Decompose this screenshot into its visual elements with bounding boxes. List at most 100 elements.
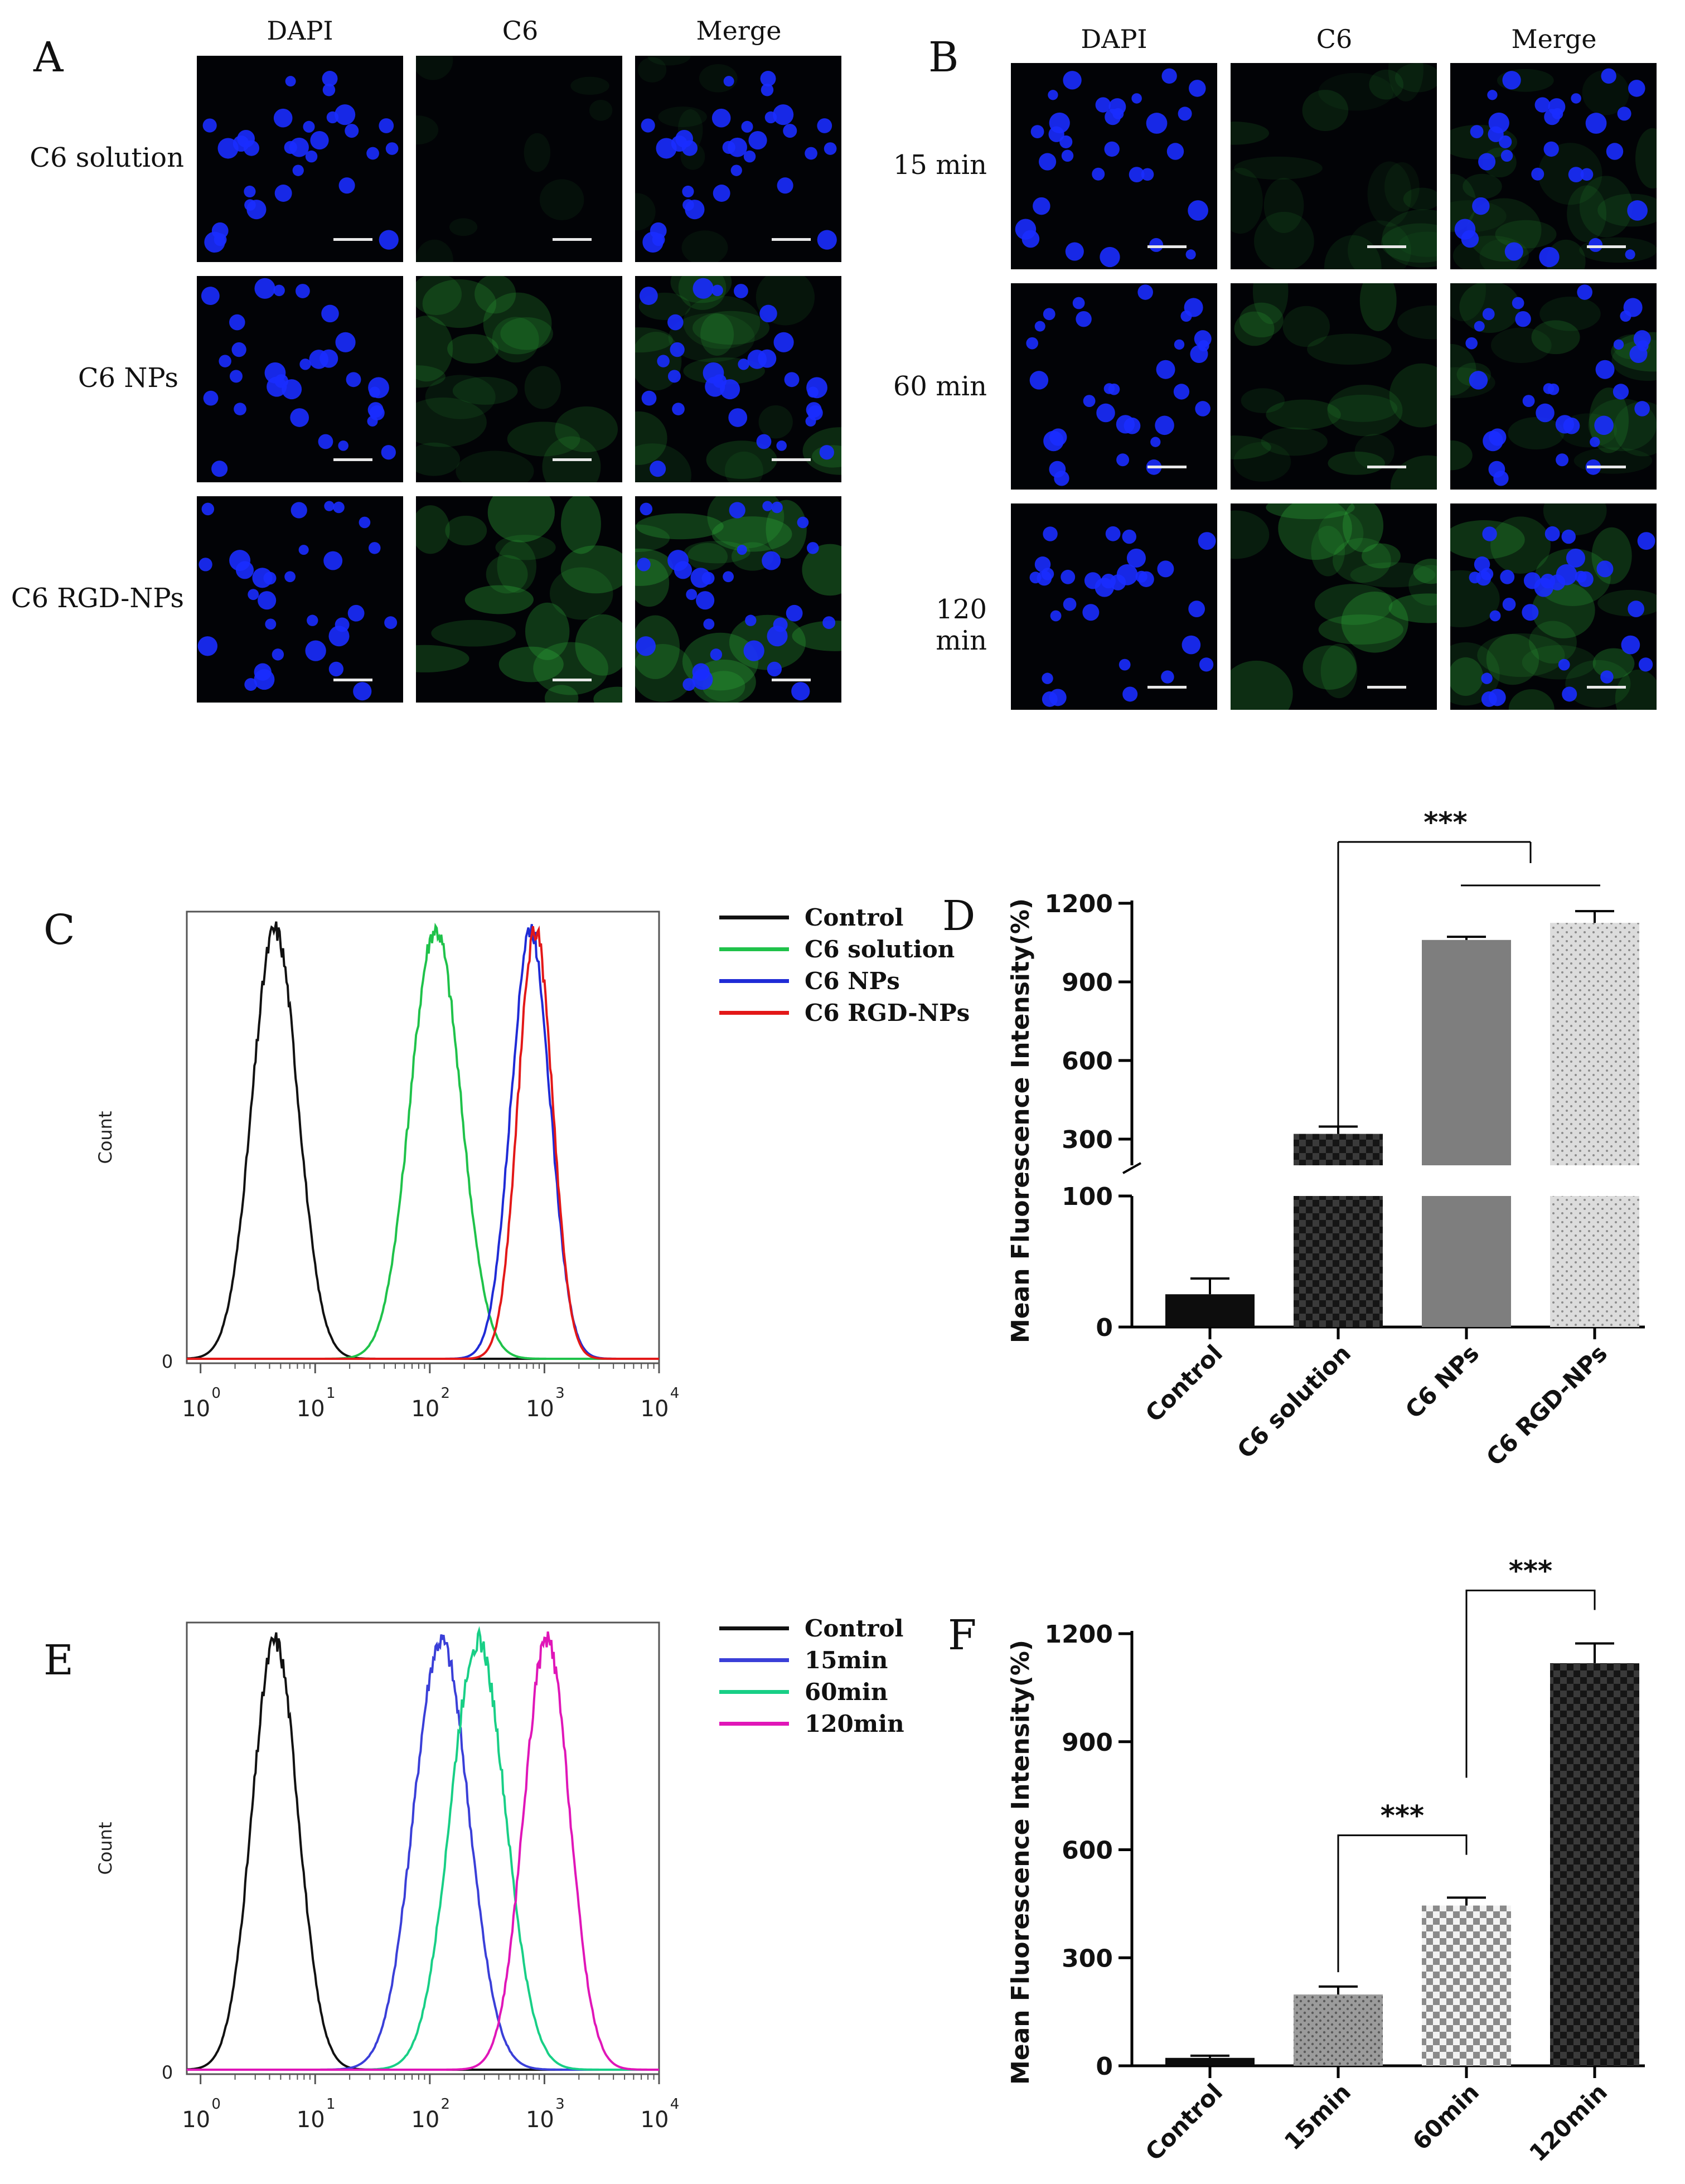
legend-swatch <box>719 1721 789 1726</box>
y-axis-label: Count <box>95 1111 116 1164</box>
bar <box>1294 1134 1383 1165</box>
panel-b-micrograph-dapi <box>1011 283 1217 490</box>
panel-a-micrograph-image <box>416 496 622 703</box>
panel-b-micrograph-image <box>1026 284 1212 486</box>
legend-entry: 120min <box>719 1710 904 1737</box>
histogram-series-line <box>187 1631 659 2071</box>
panel-b-micrograph-image <box>1029 526 1216 707</box>
panel-b-micrograph-image <box>1450 283 1657 486</box>
x-tick-label: 10 <box>526 2107 554 2133</box>
x-tick-exponent: 4 <box>670 1385 680 1402</box>
histogram-series-line <box>187 924 659 1360</box>
y-tick-label: 900 <box>1062 968 1113 997</box>
bar <box>1165 1294 1255 1327</box>
x-tick-exponent: 1 <box>326 2096 336 2113</box>
histogram-series-line <box>187 922 659 1360</box>
histogram-series-line <box>186 1632 659 2071</box>
x-tick-label: 10 <box>297 1396 325 1422</box>
panel-a-micrograph-image <box>635 496 841 703</box>
x-tick-exponent: 0 <box>211 1385 221 1402</box>
panel-b-micrograph-dapi <box>1011 63 1217 269</box>
x-tick-label: 10 <box>411 2107 439 2133</box>
legend-entry: C6 NPs <box>719 967 900 995</box>
scale-bar <box>772 458 811 461</box>
axis-break-mark <box>1122 1162 1141 1174</box>
scale-bar <box>333 679 372 681</box>
x-tick-label: 10 <box>411 1396 439 1422</box>
x-tick-label: Control <box>1140 2078 1228 2166</box>
y-axis-label: Mean Fluorescence Intensity(%) <box>1006 1640 1035 2085</box>
panel-b-micrograph-image <box>1450 503 1657 710</box>
y-tick-label: 900 <box>1062 1728 1113 1757</box>
legend-label: Control <box>805 1614 904 1642</box>
panel-a-micrograph-c6 <box>416 56 622 262</box>
panel-a-row-label: C6 RGD-NPs <box>11 583 184 614</box>
scale-bar <box>1147 686 1187 689</box>
panel-b-micrograph-dapi <box>1011 503 1217 710</box>
x-tick-exponent: 4 <box>670 2096 680 2113</box>
y-tick-label: 600 <box>1062 1047 1113 1076</box>
panel-b-micrograph-merge <box>1450 63 1657 269</box>
y-tick-label: 1200 <box>1045 1620 1113 1649</box>
scale-bar <box>1147 245 1187 248</box>
legend-label: C6 RGD-NPs <box>805 999 970 1026</box>
panel-b-micrograph-image <box>1015 68 1208 268</box>
bar-chart-f: Mean Fluorescence Intensity(%) 0 300 600 900… <box>1006 1555 1645 2167</box>
y-tick-label: 300 <box>1062 1126 1113 1154</box>
histogram-series-line <box>187 1634 659 2071</box>
panel-a-col-merge: Merge <box>696 16 782 46</box>
x-tick-label: Control <box>1140 1339 1228 1427</box>
panel-b-col-merge: Merge <box>1511 24 1597 54</box>
panel-a-letter: A <box>33 33 64 81</box>
y-axis-label: Mean Fluorescence Intensity(%) <box>1006 898 1035 1343</box>
x-tick-label: C6 RGD-NPs <box>1481 1339 1613 1471</box>
panel-a-micrograph-c6 <box>416 496 622 703</box>
panel-a-micrograph-image <box>202 71 399 253</box>
panel-b-row-label: 60 min <box>893 371 987 402</box>
x-tick-label: 60min <box>1407 2078 1484 2155</box>
y-axis-label: Count <box>95 1822 116 1875</box>
legend-swatch <box>719 1689 789 1694</box>
x-tick-label: 10 <box>641 1396 669 1422</box>
legend-label: 120min <box>805 1710 904 1737</box>
scale-bar <box>553 679 592 681</box>
y-tick-label: 300 <box>1062 1944 1113 1973</box>
legend-entry: Control <box>719 903 903 931</box>
significance-label: *** <box>1509 1555 1552 1587</box>
panel-a-micrograph-image <box>416 56 613 262</box>
x-tick-label: 10 <box>182 2107 210 2133</box>
panel-b-micrograph-image <box>1450 68 1657 269</box>
histogram-series-line <box>187 925 659 1360</box>
x-tick-label: 10 <box>641 2107 669 2133</box>
legend-entry: 15min <box>719 1646 888 1674</box>
legend-entry: Control <box>719 1614 903 1642</box>
x-tick-label: 10 <box>297 2107 325 2133</box>
panel-a-col-c6: C6 <box>502 16 539 46</box>
panel-f-letter: F <box>948 1611 977 1659</box>
panel-a-micrograph-merge <box>635 496 841 703</box>
significance-label: *** <box>1381 1800 1424 1832</box>
bar-lower <box>1422 1196 1511 1327</box>
panel-a-micrograph-dapi <box>197 276 403 482</box>
legend-label: 60min <box>805 1678 888 1706</box>
panel-a-micrograph-image <box>635 56 837 262</box>
legend-label: C6 solution <box>805 935 955 963</box>
panel-a-row-label: C6 NPs <box>78 362 178 394</box>
legend-entry: 60min <box>719 1678 888 1706</box>
panel-a-col-dapi: DAPI <box>267 16 333 46</box>
scale-bar <box>1587 466 1626 468</box>
y-tick-label: 0 <box>1096 1314 1113 1342</box>
panel-b-micrograph-c6 <box>1231 283 1437 490</box>
x-tick-label: C6 NPs <box>1400 1339 1484 1423</box>
y-tick-label: 100 <box>1062 1183 1113 1211</box>
panel-b-col-dapi: DAPI <box>1081 24 1147 54</box>
bar <box>1165 2057 1255 2066</box>
x-tick-exponent: 3 <box>555 1385 565 1402</box>
plot-frame <box>186 1621 660 2075</box>
x-tick-exponent: 2 <box>441 1385 451 1402</box>
x-tick-exponent: 3 <box>555 2096 565 2113</box>
panel-a-micrograph-image <box>416 276 618 482</box>
significance-bracket <box>1465 1590 1596 1778</box>
panel-b-col-c6: C6 <box>1316 24 1353 54</box>
y-zero-label: 0 <box>162 1351 173 1372</box>
